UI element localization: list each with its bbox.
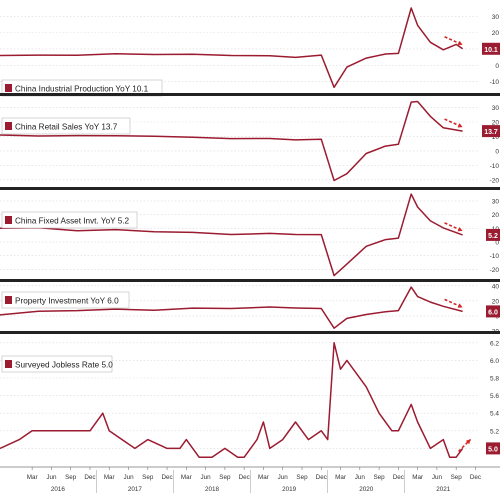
trend-arrow-head	[457, 303, 463, 308]
x-tick-label: Dec	[239, 474, 250, 481]
y-tick-label: 6.0	[490, 358, 499, 365]
y-tick-label: 20	[492, 212, 500, 219]
x-tick-label: Sep	[296, 474, 308, 481]
legend-swatch	[5, 216, 12, 224]
y-tick-label: 20	[492, 120, 500, 127]
y-tick-label: -10	[490, 253, 500, 260]
y-tick-label: -10	[490, 163, 500, 170]
x-tick-label: Sep	[219, 474, 231, 481]
x-tick-label: Mar	[27, 474, 38, 481]
series-line	[0, 7, 464, 89]
x-tick-label: Mar	[258, 474, 269, 481]
y-tick-label: -20	[490, 267, 500, 274]
trend-arrow	[458, 438, 472, 452]
legend-box	[1, 117, 131, 135]
x-tick-label: Jun	[201, 474, 212, 481]
x-tick-label: Mar	[104, 474, 115, 481]
y-tick-label: 20	[492, 298, 500, 305]
legend-label: China Fixed Asset Invt. YoY 5.2	[15, 217, 130, 226]
y-tick-label: 5.8	[490, 376, 499, 383]
x-tick-label: Dec	[161, 474, 172, 481]
x-tick-label: Mar	[181, 474, 192, 481]
legend-swatch	[5, 296, 12, 304]
last-value-badge	[486, 305, 500, 318]
x-year-label: 2018	[205, 486, 220, 493]
x-tick-label: Sep	[451, 474, 463, 481]
y-tick-label: 30	[492, 198, 500, 205]
x-year-label: 2019	[282, 486, 297, 493]
y-tick-label: 10	[492, 134, 500, 141]
last-value-label: 5.0	[488, 446, 498, 453]
y-tick-label: 40	[492, 283, 500, 290]
last-value-label: 13.7	[484, 129, 498, 136]
y-tick-label: 30	[492, 14, 500, 21]
legend-box	[1, 211, 138, 229]
last-value-label: 5.2	[488, 233, 498, 240]
x-tick-label: Jun	[123, 474, 134, 481]
y-tick-label: 20	[492, 30, 500, 37]
y-tick-label: 0	[495, 63, 499, 70]
x-year-label: 2021	[436, 486, 451, 493]
last-value-label: 6.0	[488, 309, 498, 316]
x-tick-label: Dec	[316, 474, 327, 481]
x-tick-label: Dec	[470, 474, 481, 481]
y-tick-label: 30	[492, 105, 500, 112]
x-axis: Mar Jun Sep Dec Mar Jun Sep Dec Mar Jun Sep Dec Mar J…	[0, 466, 500, 493]
x-tick-label: Mar	[412, 474, 423, 481]
panel-separator	[0, 331, 500, 334]
series-line	[0, 193, 463, 277]
panel-2: 30 20 10 0 -10 -20 13.7 China Retail Sales YoY …	[0, 100, 500, 184]
trend-arrow-head	[457, 40, 463, 46]
y-tick-label: 6.2	[490, 340, 499, 347]
x-tick-label: Dec	[84, 474, 95, 481]
last-value-badge	[482, 125, 500, 138]
x-year-label: 2020	[359, 486, 374, 493]
y-tick-label: 5.4	[490, 411, 499, 418]
y-tick-label: -20	[490, 177, 500, 184]
legend-box	[1, 291, 130, 309]
x-tick-label: Jun	[432, 474, 443, 481]
series-line	[0, 286, 463, 329]
x-year-label: 2017	[128, 486, 143, 493]
trend-arrow-head	[457, 123, 463, 128]
trend-arrow-head	[457, 226, 463, 232]
y-tick-label: 0	[495, 148, 499, 155]
legend-label: Property Investment YoY 6.0	[15, 297, 119, 306]
legend-label: Surveyed Jobless Rate 5.0	[15, 361, 113, 370]
x-tick-label: Mar	[335, 474, 346, 481]
panel-separator	[0, 93, 500, 96]
legend-swatch	[5, 122, 12, 130]
panel-separator	[0, 187, 500, 190]
legend-label: China Industrial Production YoY 10.1	[15, 85, 149, 94]
x-year-label: 2016	[51, 486, 66, 493]
legend-swatch	[5, 84, 12, 92]
series-line	[0, 100, 463, 182]
legend-box	[1, 355, 113, 373]
x-tick-label: Sep	[373, 474, 385, 481]
y-tick-label: 5.2	[490, 428, 499, 435]
trend-arrow-head	[465, 439, 471, 445]
panel-separator	[0, 279, 500, 282]
last-value-label: 10.1	[484, 47, 498, 54]
x-tick-label: Jun	[355, 474, 366, 481]
y-tick-label: -10	[490, 79, 500, 86]
legend-label: China Retail Sales YoY 13.7	[15, 123, 118, 132]
last-value-badge	[486, 228, 500, 241]
y-tick-label: 5.6	[490, 393, 499, 400]
x-tick-label: Sep	[65, 474, 77, 481]
x-tick-label: Sep	[142, 474, 154, 481]
y-tick-label: 0	[495, 240, 499, 247]
series-line	[0, 342, 464, 458]
x-tick-label: Dec	[393, 474, 404, 481]
last-value-badge	[486, 442, 500, 455]
x-tick-label: Jun	[46, 474, 57, 481]
x-tick-label: Jun	[278, 474, 289, 481]
last-value-badge	[482, 42, 500, 55]
legend-swatch	[5, 360, 12, 368]
